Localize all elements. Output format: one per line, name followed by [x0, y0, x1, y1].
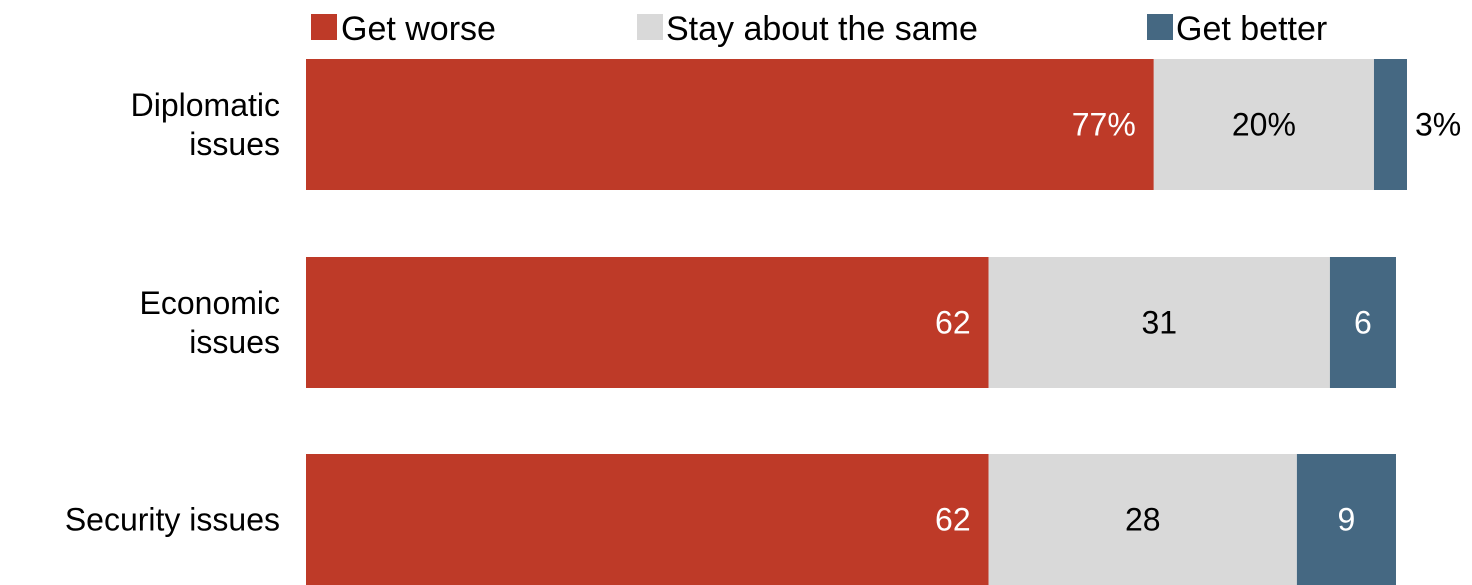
data-label-security-issues-stay-about-the-same: 28 — [1125, 502, 1161, 538]
bar-security-issues-get-better — [1296, 454, 1396, 585]
bar-economic-issues-get-worse — [306, 257, 989, 388]
legend-label-get-worse: Get worse — [341, 10, 496, 48]
legend-label-get-better: Get better — [1176, 10, 1327, 48]
bar-economic-issues-get-better — [1329, 257, 1396, 388]
bar-diplomatic-issues-get-better — [1373, 59, 1407, 190]
legend-swatch-stay-about-the-same — [637, 14, 663, 40]
data-label-economic-issues-get-worse: 62 — [935, 305, 971, 341]
bar-diplomatic-issues-get-worse — [306, 59, 1154, 190]
category-labels: Diplomatic issues Economic issues Security i… — [65, 87, 280, 538]
data-label-economic-issues-get-better: 6 — [1354, 305, 1372, 341]
bar-economic-issues-stay-about-the-same — [988, 257, 1330, 388]
bar-security-issues-stay-about-the-same — [988, 454, 1297, 585]
bar-security-issues-get-worse — [306, 454, 989, 585]
data-label-diplomatic-issues-stay-about-the-same: 20% — [1232, 107, 1296, 143]
data-label-diplomatic-issues-get-better: 3% — [1415, 107, 1461, 143]
data-label-security-issues-get-better: 9 — [1338, 502, 1356, 538]
category-label-security-issues: Security issues — [65, 502, 280, 538]
legend-swatch-get-worse — [311, 14, 337, 40]
legend-swatch-get-better — [1147, 14, 1173, 40]
bars — [306, 59, 1407, 585]
category-label-economic-issues: Economic issues — [140, 285, 281, 360]
data-label-economic-issues-stay-about-the-same: 31 — [1141, 305, 1177, 341]
data-label-diplomatic-issues-get-worse: 77% — [1072, 107, 1136, 143]
data-label-security-issues-get-worse: 62 — [935, 502, 971, 538]
category-label-diplomatic-issues: Diplomatic issues — [131, 87, 280, 162]
legend-label-stay-about-the-same: Stay about the same — [666, 10, 978, 48]
legend: Get worse Stay about the same Get better — [311, 10, 1327, 48]
segment-labels: 77% 20% 3% 62 31 6 62 28 9 — [935, 107, 1461, 538]
bar-diplomatic-issues-stay-about-the-same — [1153, 59, 1374, 190]
